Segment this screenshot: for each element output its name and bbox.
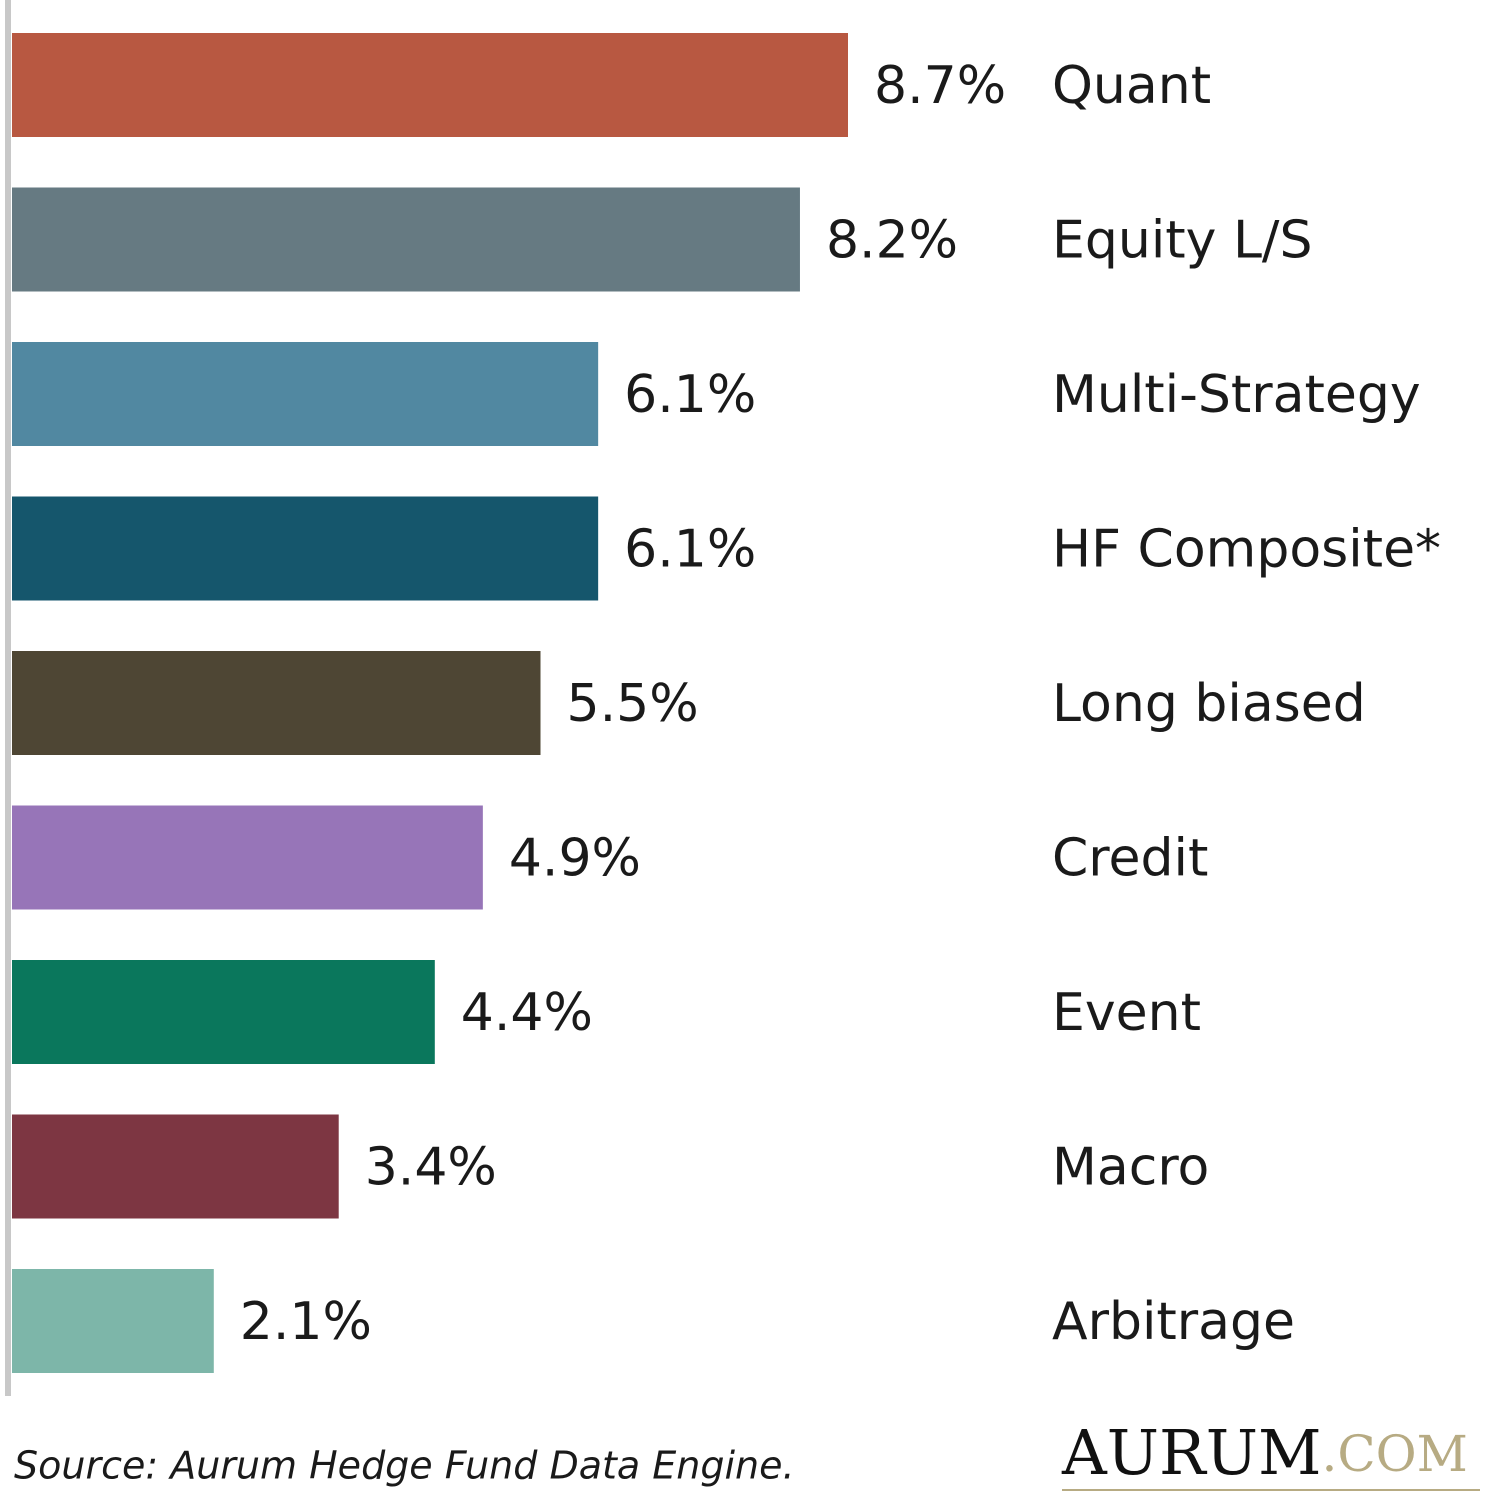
bar xyxy=(12,651,541,755)
bar xyxy=(12,33,848,137)
category-label: Event xyxy=(1052,983,1201,1043)
bar xyxy=(12,805,483,910)
source: Source: Aurum Hedge Fund Data Engine. xyxy=(14,1444,795,1488)
category-label: HF Composite* xyxy=(1052,520,1441,580)
bar xyxy=(12,496,599,601)
value-label: 4.4% xyxy=(461,983,593,1043)
logo: AURUM.COM xyxy=(1061,1416,1468,1489)
logo-name: AURUM xyxy=(1061,1416,1321,1489)
category-label: Macro xyxy=(1052,1138,1209,1198)
value-label: 8.7% xyxy=(874,56,1006,116)
value-label: 4.9% xyxy=(509,829,641,889)
category-label: Quant xyxy=(1052,56,1211,116)
value-label: 8.2% xyxy=(826,211,958,271)
bar xyxy=(12,187,800,292)
bar xyxy=(12,1269,214,1373)
category-label: Equity L/S xyxy=(1052,211,1312,271)
value-label: 3.4% xyxy=(365,1138,497,1198)
logo-domain: .COM xyxy=(1321,1425,1467,1483)
bar xyxy=(12,342,599,446)
category-label: Long biased xyxy=(1052,674,1366,734)
category-label: Multi-Strategy xyxy=(1052,365,1421,425)
value-label: 2.1% xyxy=(240,1292,372,1352)
value-label: 6.1% xyxy=(624,365,756,425)
category-label: Credit xyxy=(1052,829,1208,889)
bar xyxy=(12,1114,339,1219)
value-label: 6.1% xyxy=(624,520,756,580)
value-label: 5.5% xyxy=(567,674,699,734)
category-label: Arbitrage xyxy=(1052,1292,1295,1352)
bar xyxy=(12,960,435,1064)
